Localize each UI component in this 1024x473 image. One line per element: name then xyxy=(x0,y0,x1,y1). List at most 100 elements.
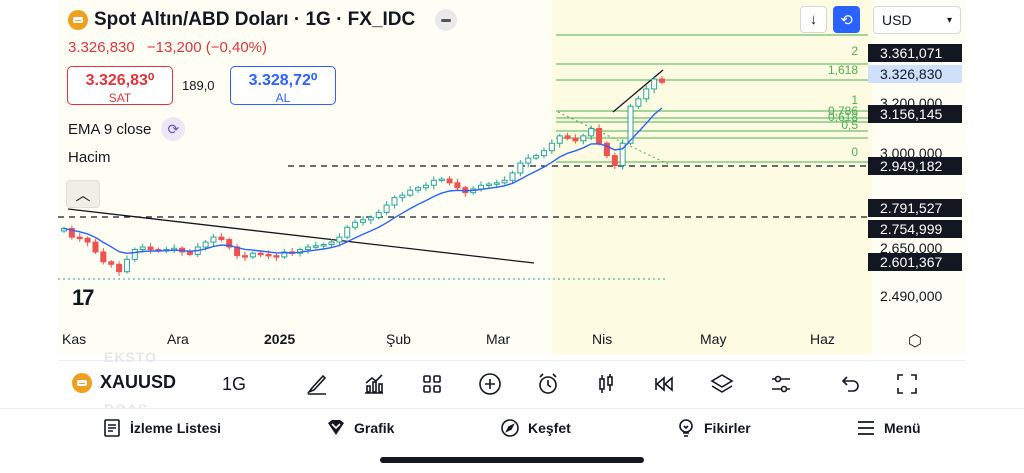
price-tag: 2.754,999 xyxy=(868,220,962,238)
chart-icon xyxy=(328,420,344,435)
time-axis-label: May xyxy=(700,331,727,347)
ghost-symbol-top: EKSTO xyxy=(104,349,157,365)
candle-body xyxy=(139,246,146,250)
fib-level-label: 0 xyxy=(851,145,858,159)
candle-body xyxy=(635,98,642,107)
fib-trend-line xyxy=(612,69,664,113)
sliders-icon[interactable] xyxy=(766,369,796,399)
candle-body xyxy=(186,251,193,255)
candle-body xyxy=(320,244,327,247)
sync-icon: ⟲ xyxy=(840,11,853,29)
nav-chart[interactable]: Grafik xyxy=(326,418,394,438)
price-tag: 2.650,000 xyxy=(880,240,943,256)
interval-selector[interactable]: 1G xyxy=(222,374,247,394)
candle-body xyxy=(422,184,429,189)
candles-icon[interactable] xyxy=(591,369,621,399)
candle-body xyxy=(501,179,508,184)
candle-body xyxy=(265,253,272,257)
fib-level-label: 0,786 xyxy=(827,104,858,118)
candle-body xyxy=(218,236,225,241)
spread-value: 189,0 xyxy=(182,78,215,93)
candle-body xyxy=(407,189,414,196)
candle-body xyxy=(76,236,83,240)
fib-level-label: 0,618 xyxy=(827,110,858,124)
chart-area[interactable] xyxy=(58,0,966,355)
scroll-down-button[interactable]: ↓ xyxy=(800,6,827,33)
nav-menu[interactable]: Menü xyxy=(856,418,921,438)
bottom-toolbar: EKSTO DOAS XAUUSD 1G xyxy=(58,349,966,417)
layers-icon[interactable] xyxy=(707,369,737,399)
bottom-navigation: İzleme Listesi Grafik Keşfet Fikirler Me… xyxy=(0,408,1024,450)
candle-body xyxy=(249,252,256,258)
time-axis[interactable]: Kas Ara 2025 Şub Mar Nis May Haz xyxy=(58,330,966,350)
price-tag: 3.361,071 xyxy=(868,44,962,62)
candle-body xyxy=(131,248,138,260)
candle-body xyxy=(92,241,99,253)
candle-body xyxy=(659,78,665,83)
candle-body xyxy=(257,252,264,256)
candle-body xyxy=(108,261,115,265)
candle-body xyxy=(383,204,390,213)
sell-label: SAT xyxy=(108,91,132,105)
candle-body xyxy=(627,105,634,144)
downtrend-line xyxy=(67,208,535,264)
menu-icon xyxy=(858,421,874,435)
candle-body xyxy=(572,137,579,142)
sync-button[interactable]: ⟲ xyxy=(833,6,860,33)
collapse-button[interactable] xyxy=(435,9,458,31)
candle-body xyxy=(68,227,75,238)
fib-diagonal xyxy=(557,111,669,165)
refresh-icon[interactable]: ⟳ xyxy=(161,117,186,141)
chevron-up-icon[interactable]: ︿ xyxy=(66,180,100,208)
nav-ideas-label: Fikirler xyxy=(704,420,751,436)
candle-body xyxy=(643,88,650,100)
candle-body xyxy=(352,221,359,228)
grid-icon[interactable] xyxy=(417,369,447,399)
buy-button[interactable]: 3.328,72⁰ AL xyxy=(230,66,336,105)
indicators-icon[interactable] xyxy=(359,369,389,399)
nav-watchlist[interactable]: İzleme Listesi xyxy=(102,418,221,438)
price-chart[interactable] xyxy=(58,0,966,355)
chart-top-buttons: ↓ ⟲ xyxy=(800,6,860,33)
time-axis-label: 2025 xyxy=(264,331,296,347)
candle-body xyxy=(540,150,547,157)
symbol-selector[interactable]: XAUUSD xyxy=(72,372,176,393)
time-axis-label: Ara xyxy=(167,331,189,347)
time-axis-label: Haz xyxy=(810,331,835,347)
sell-button[interactable]: 3.326,83⁰ SAT xyxy=(67,66,173,105)
candle-body xyxy=(100,251,107,263)
plus-circle-icon[interactable] xyxy=(475,369,505,399)
candle-body xyxy=(619,142,626,167)
nav-explore[interactable]: Keşfet xyxy=(500,418,571,438)
candle-body xyxy=(548,142,555,152)
brush-icon[interactable] xyxy=(302,369,332,399)
fib-level-label: 2 xyxy=(851,44,858,58)
candle-body xyxy=(241,255,248,258)
price-tag: 2.949,182 xyxy=(868,157,962,175)
indicator-label[interactable]: EMA 9 close xyxy=(68,120,152,138)
undo-icon[interactable] xyxy=(834,369,864,399)
settings-icon[interactable]: ⬡ xyxy=(908,333,922,350)
candle-body xyxy=(611,155,618,166)
candle-body xyxy=(446,178,453,184)
currency-value: USD xyxy=(882,12,912,28)
candle-body xyxy=(588,127,595,137)
candle-body xyxy=(375,211,382,218)
currency-select[interactable]: USD ▾ xyxy=(873,6,961,34)
nav-ideas[interactable]: Fikirler xyxy=(676,418,751,438)
nav-watchlist-label: İzleme Listesi xyxy=(130,420,222,436)
candle-body xyxy=(226,239,233,248)
price-tag: 2.791,527 xyxy=(868,199,962,217)
candle-body xyxy=(336,236,343,243)
candle-body xyxy=(202,241,209,248)
candle-body xyxy=(123,258,130,273)
candle-body xyxy=(580,135,587,142)
last-price: 3.326,830 xyxy=(68,39,135,56)
symbol-title[interactable]: Spot Altın/ABD Doları · 1G · FX_IDC xyxy=(94,9,416,30)
replay-icon[interactable] xyxy=(649,369,679,399)
candle-body xyxy=(509,172,516,181)
volume-label[interactable]: Hacim xyxy=(68,149,111,166)
chart-highlight-zone xyxy=(552,0,872,355)
alarm-icon[interactable] xyxy=(533,369,563,399)
fullscreen-icon[interactable] xyxy=(892,369,922,399)
